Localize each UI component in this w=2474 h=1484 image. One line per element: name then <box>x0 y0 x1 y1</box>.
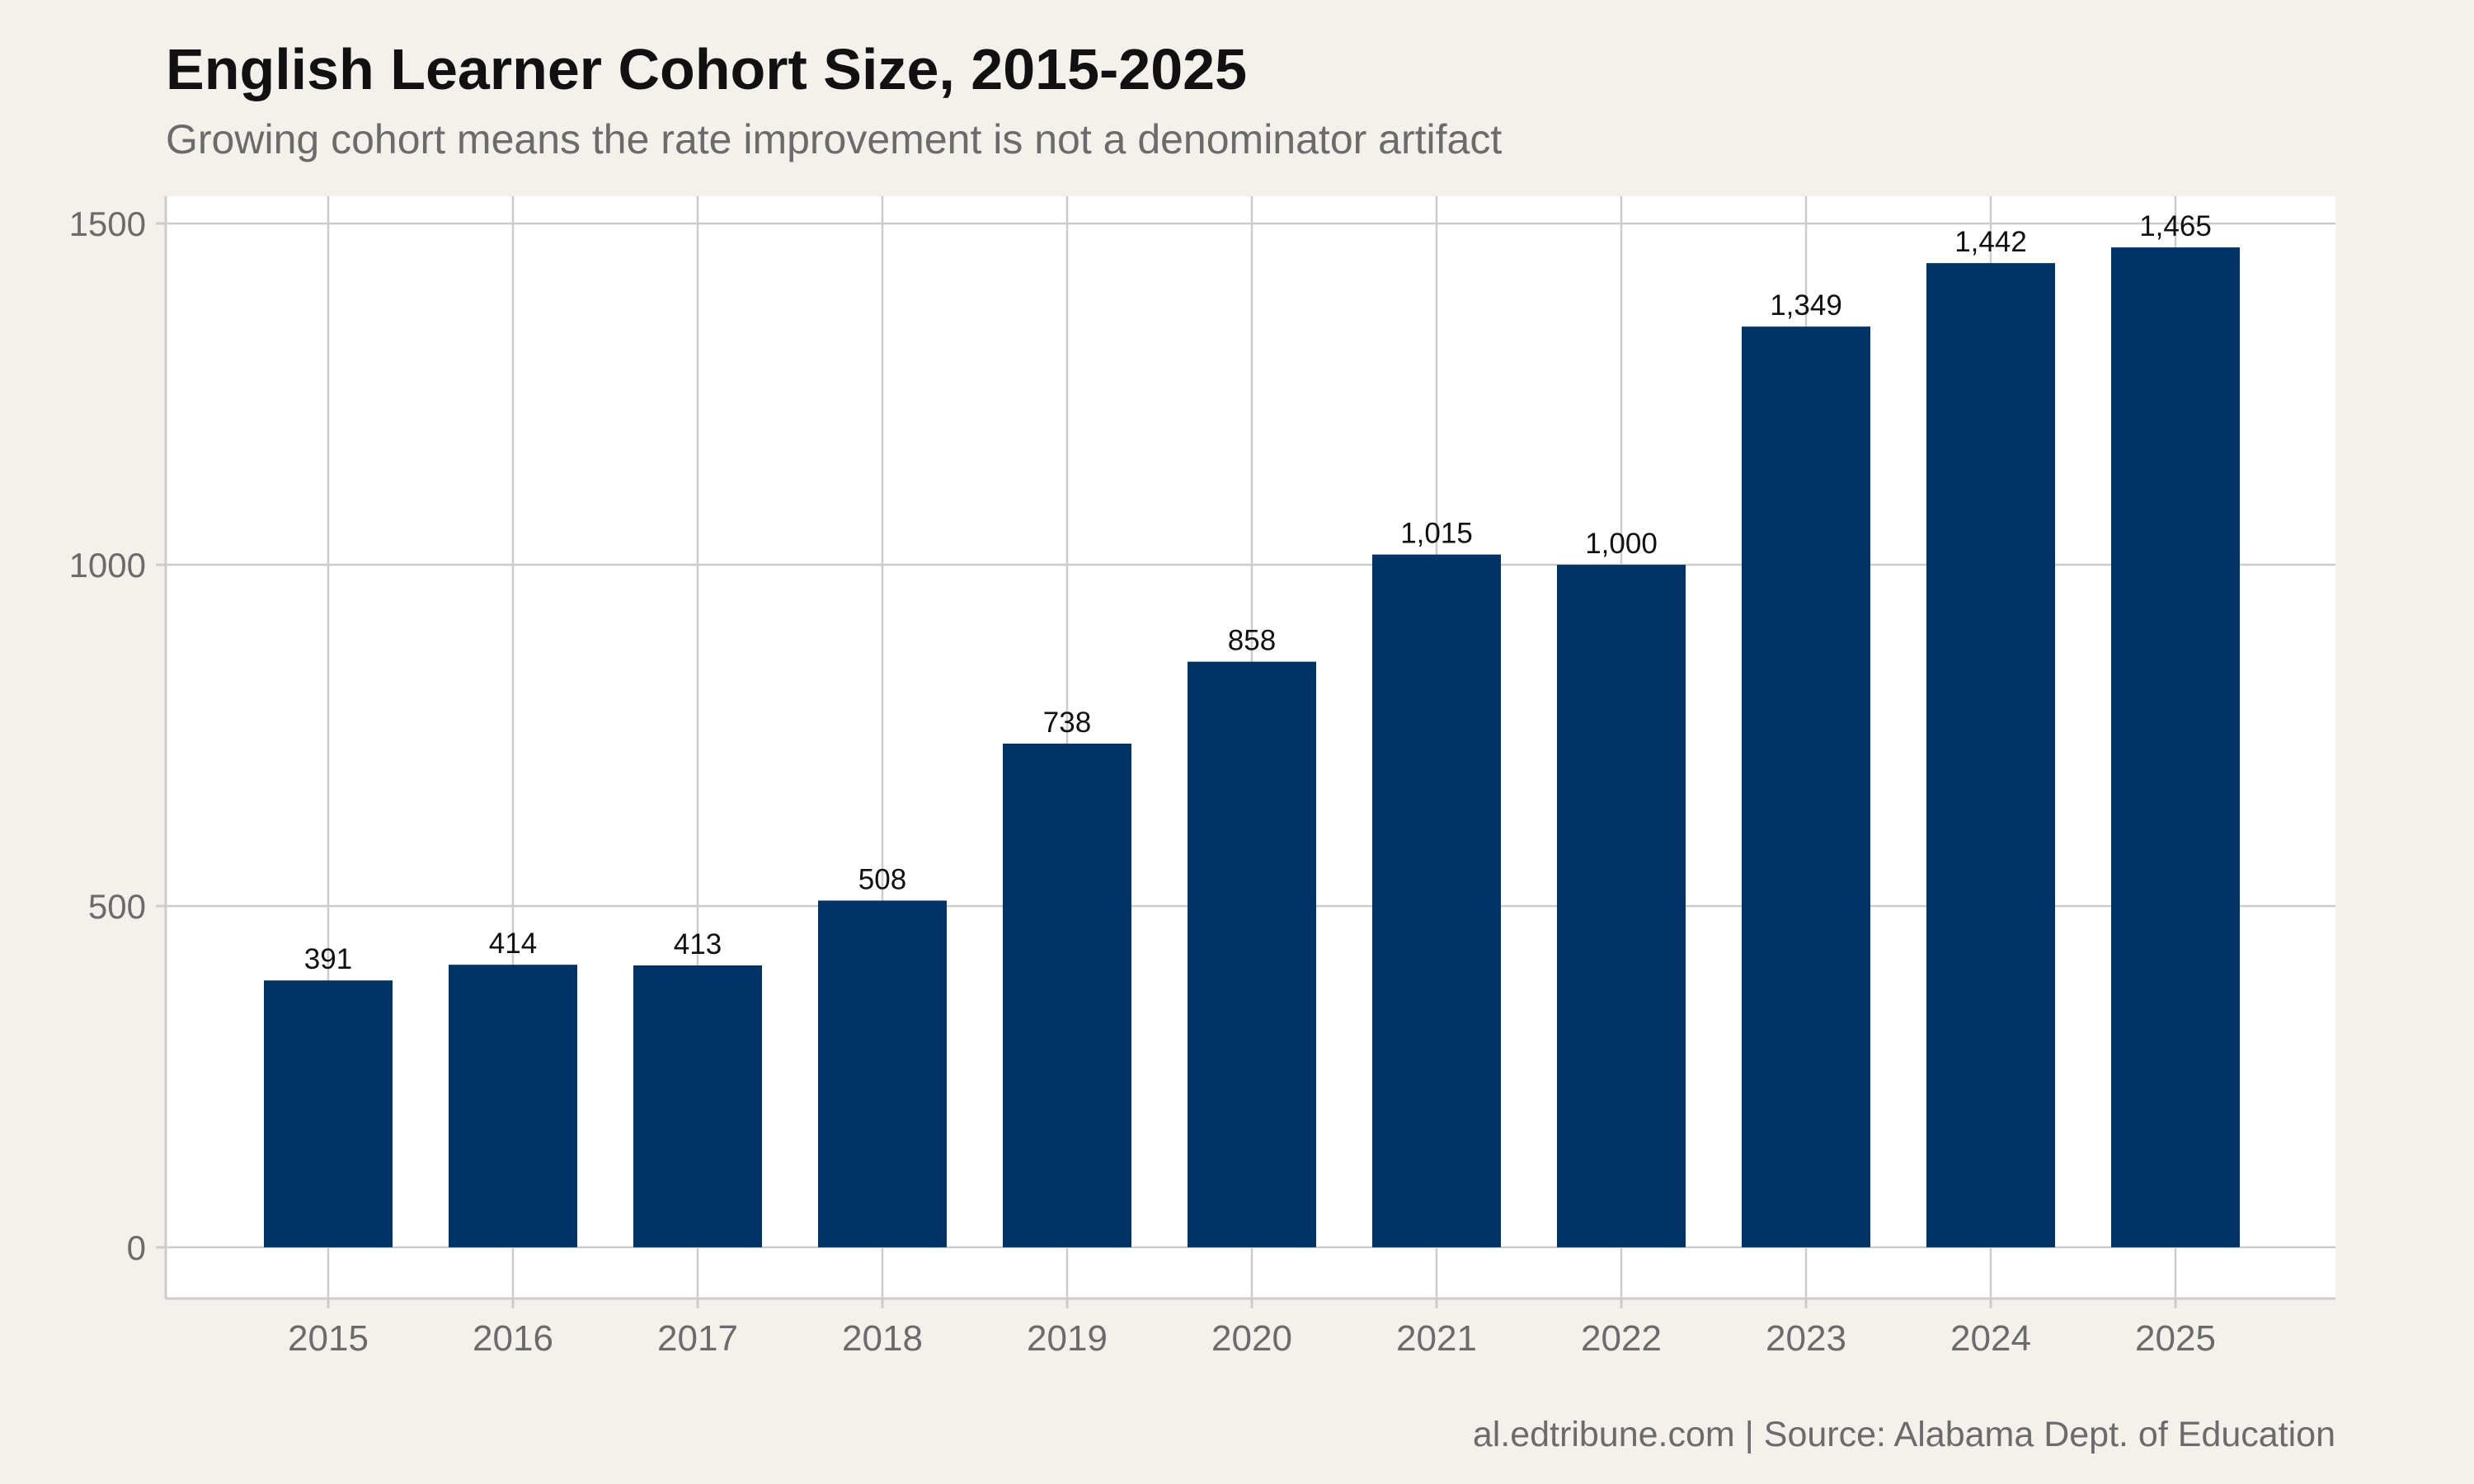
bar <box>1188 661 1316 1247</box>
x-tick-label: 2022 <box>1581 1318 1662 1359</box>
bars <box>264 247 2240 1247</box>
bar <box>449 965 577 1247</box>
data-label: 858 <box>1228 625 1276 657</box>
bar <box>1926 263 2055 1247</box>
data-label: 1,442 <box>1954 226 2027 258</box>
y-tick-label: 1500 <box>69 204 146 243</box>
bar <box>1557 565 1686 1247</box>
x-tick-label: 2020 <box>1211 1318 1292 1359</box>
x-tick-label: 2019 <box>1027 1318 1108 1359</box>
data-label: 1,465 <box>2139 210 2212 242</box>
data-label: 391 <box>304 943 352 975</box>
data-label: 738 <box>1043 707 1091 739</box>
axes: 0 500 1000 1500 2015 2016 2017 2018 2019 2020 2021… <box>69 196 2335 1359</box>
x-tick-label: 2018 <box>842 1318 923 1359</box>
data-label: 508 <box>858 863 906 895</box>
chart-title: English Learner Cohort Size, 2015-2025 <box>166 37 1248 101</box>
x-tick-label: 2023 <box>1766 1318 1846 1359</box>
x-tick-label: 2017 <box>657 1318 738 1359</box>
data-label: 414 <box>489 928 537 960</box>
data-labels: 391 414 413 508 738 858 1,015 1,000 1,349 1,442 1,… <box>304 210 2212 975</box>
x-tick-label: 2025 <box>2135 1318 2216 1359</box>
data-label: 1,015 <box>1400 518 1473 550</box>
y-tick-label: 0 <box>127 1228 146 1267</box>
data-label: 1,349 <box>1770 289 1842 322</box>
bar <box>818 900 947 1247</box>
y-tick-label: 1000 <box>69 546 146 585</box>
bar <box>264 980 393 1247</box>
x-tick-label: 2024 <box>1950 1318 2031 1359</box>
bar <box>1742 326 1870 1247</box>
bar <box>1372 554 1501 1247</box>
bar <box>2111 247 2240 1247</box>
x-tick-label: 2016 <box>473 1318 553 1359</box>
bar <box>633 965 762 1247</box>
data-label: 413 <box>674 928 722 960</box>
x-tick-label: 2021 <box>1396 1318 1477 1359</box>
data-label: 1,000 <box>1585 528 1658 560</box>
bar <box>1003 743 1131 1247</box>
chart-caption: al.edtribune.com | Source: Alabama Dept.… <box>1472 1415 2335 1454</box>
chart-subtitle: Growing cohort means the rate improvemen… <box>166 116 1503 162</box>
y-tick-label: 500 <box>88 887 146 926</box>
x-tick-label: 2015 <box>288 1318 369 1359</box>
